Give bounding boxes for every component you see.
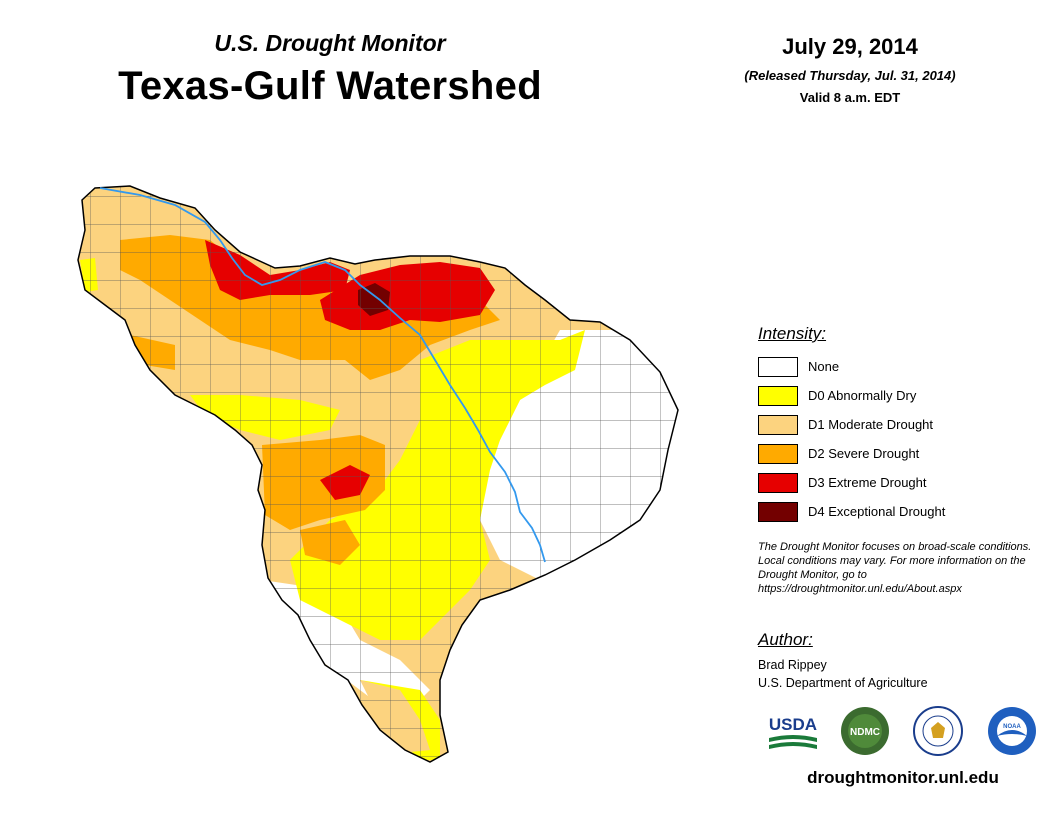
legend-item: D0 Abnormally Dry: [758, 381, 1048, 410]
valid-time: Valid 8 a.m. EDT: [799, 90, 901, 105]
commerce-seal-icon: [913, 706, 963, 756]
legend-item: None: [758, 352, 1048, 381]
legend-swatch: [758, 472, 798, 493]
watershed-map: [77, 185, 679, 763]
legend-item: D4 Exceptional Drought: [758, 497, 1048, 526]
legend-swatch: [758, 443, 798, 464]
disclaimer-note: The Drought Monitor focuses on broad-sca…: [758, 541, 1032, 595]
legend-swatch: [758, 385, 798, 406]
author-org: U.S. Department of Agriculture: [758, 676, 928, 690]
legend-item: D2 Severe Drought: [758, 439, 1048, 468]
legend-label: D4 Exceptional Drought: [808, 504, 946, 519]
legend-label: D2 Severe Drought: [808, 446, 920, 461]
map-subtitle: U.S. Drought Monitor: [214, 30, 446, 56]
legend-label: D3 Extreme Drought: [808, 475, 927, 490]
author-block: Author: Brad Rippey U.S. Department of A…: [758, 630, 1048, 690]
legend-item: D1 Moderate Drought: [758, 410, 1048, 439]
county-lines: [78, 186, 678, 762]
release-date: (Released Thursday, Jul. 31, 2014): [744, 68, 956, 83]
logo-row: USDA NDMC NOAA: [765, 706, 1045, 756]
legend-label: D0 Abnormally Dry: [808, 388, 917, 403]
legend-swatch: [758, 356, 798, 377]
svg-text:NDMC: NDMC: [850, 727, 880, 738]
noaa-logo-icon: NOAA: [988, 707, 1036, 755]
legend-swatch: [758, 501, 798, 522]
legend-items: None D0 Abnormally Dry D1 Moderate Drought…: [758, 352, 1048, 526]
legend-label: None: [808, 359, 840, 374]
legend-swatch: [758, 414, 798, 435]
svg-text:NOAA: NOAA: [1003, 724, 1021, 730]
legend: Intensity: None D0 Abnormally Dry D1 Moder…: [758, 324, 1048, 526]
river: [99, 187, 546, 563]
author-name: Brad Rippey: [758, 658, 827, 672]
author-title: Author:: [758, 630, 813, 649]
svg-text:USDA: USDA: [769, 715, 817, 734]
watershed-outline: [77, 185, 679, 763]
usda-logo-icon: USDA: [769, 715, 817, 749]
ndmc-logo-icon: NDMC: [841, 707, 889, 755]
legend-label: D1 Moderate Drought: [808, 417, 934, 432]
website-link[interactable]: droughtmonitor.unl.edu: [807, 768, 999, 787]
legend-item: D3 Extreme Drought: [758, 468, 1048, 497]
map-title: Texas-Gulf Watershed: [118, 64, 542, 108]
map-date: July 29, 2014: [782, 34, 918, 59]
legend-title: Intensity:: [758, 324, 827, 343]
